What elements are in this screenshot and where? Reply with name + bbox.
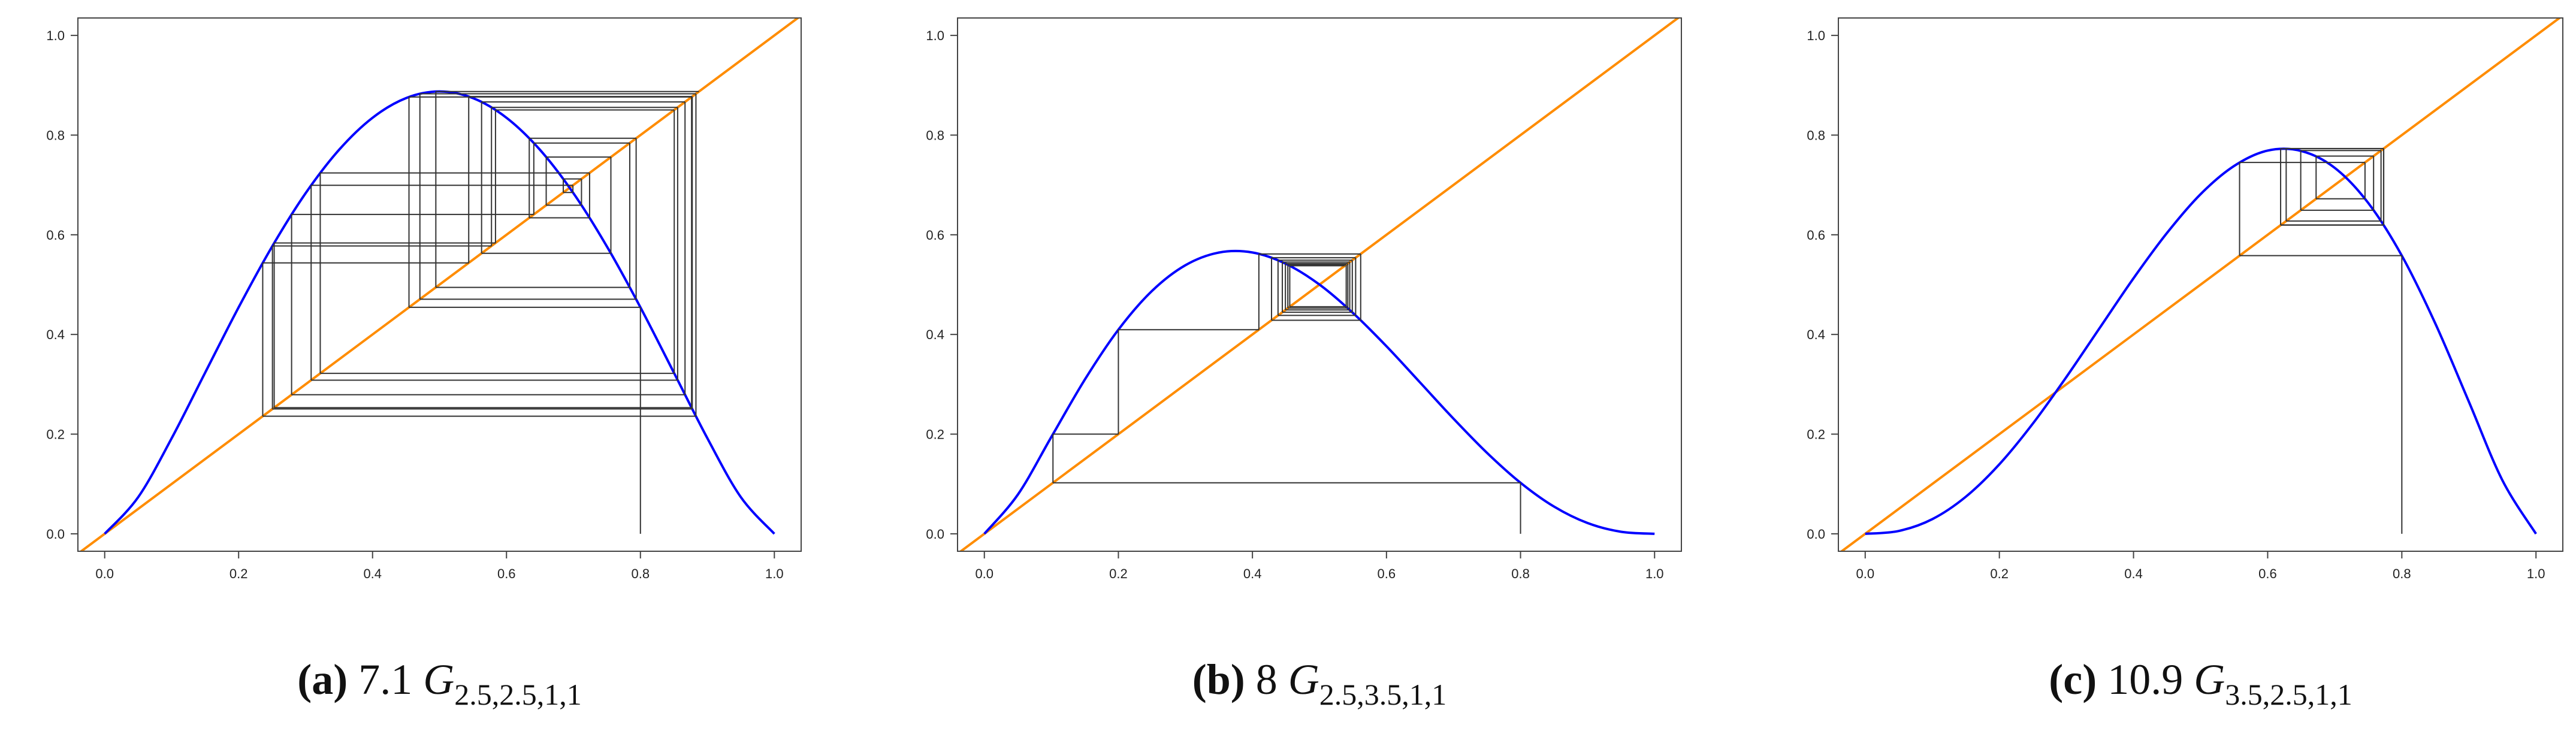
x-tick-label: 0.8 (1511, 566, 1530, 581)
caption-subscript: 2.5,2.5,1,1 (454, 678, 582, 711)
plot-frame (77, 17, 802, 552)
y-tick-label: 0.2 (46, 427, 65, 442)
x-tick-label: 0.2 (229, 566, 248, 581)
x-tick-label: 1.0 (765, 566, 784, 581)
caption: (a) 7.1 G2.5,2.5,1,1 (297, 656, 581, 711)
x-tick-label: 0.2 (1990, 566, 2009, 581)
x-tick-label: 0.6 (1378, 566, 1396, 581)
plot-frame (957, 17, 1682, 552)
y-tick-label: 0.6 (46, 228, 65, 243)
caption-subscript: 3.5,2.5,1,1 (2225, 678, 2352, 711)
plot-frame (1838, 17, 2563, 552)
y-tick-label: 0.0 (1807, 527, 1825, 542)
caption-label: (a) (297, 656, 348, 703)
caption: (c) 10.9 G3.5,2.5,1,1 (2049, 656, 2352, 711)
diagonal (1840, 18, 2562, 551)
y-tick-label: 0.6 (926, 228, 944, 243)
y-tick-label: 0.8 (926, 128, 944, 143)
y-tick-label: 1.0 (46, 28, 65, 43)
y-tick-label: 0.4 (1807, 327, 1825, 342)
y-tick-label: 0.0 (46, 527, 65, 542)
x-tick-label: 0.4 (363, 566, 382, 581)
map-curve (1865, 147, 2537, 535)
y-tick-label: 0.8 (46, 128, 65, 143)
y-tick-label: 0.8 (1807, 128, 1825, 143)
caption-value: 8 (1256, 656, 1278, 703)
y-tick-label: 0.0 (926, 527, 944, 542)
x-tick-label: 0.8 (631, 566, 650, 581)
panel: 0.0 0.2 0.4 0.6 0.8 1.0 0.0 0.2 0.4 0.6 0.8 1.0 (b) 8… (926, 17, 1682, 711)
plot-area (1840, 18, 2562, 551)
caption-symbol: G (1288, 656, 1319, 703)
caption: (b) 8 G2.5,3.5,1,1 (1192, 656, 1447, 711)
y-tick-label: 1.0 (926, 28, 944, 43)
x-tick-label: 0.0 (975, 566, 993, 581)
panel: 0.0 0.2 0.4 0.6 0.8 1.0 0.0 0.2 0.4 0.6 0.8 1.0 (c) 1… (1807, 17, 2563, 711)
y-tick-label: 1.0 (1807, 28, 1825, 43)
caption-label: (b) (1192, 656, 1245, 703)
y-tick-label: 0.4 (926, 327, 944, 342)
x-tick-label: 0.4 (2124, 566, 2143, 581)
caption-value: 10.9 (2107, 656, 2183, 703)
diagonal (79, 18, 800, 551)
x-tick-label: 1.0 (1645, 566, 1664, 581)
x-tick-label: 0.0 (95, 566, 114, 581)
caption-subscript: 2.5,3.5,1,1 (1319, 678, 1447, 711)
x-tick-label: 0.0 (1856, 566, 1874, 581)
caption-value: 7.1 (358, 656, 412, 703)
caption-symbol: G (2194, 656, 2225, 703)
map-curve (983, 249, 1655, 535)
caption-symbol: G (423, 656, 454, 703)
y-tick-label: 0.6 (1807, 228, 1825, 243)
y-tick-label: 0.2 (1807, 427, 1825, 442)
y-tick-label: 0.4 (46, 327, 65, 342)
panel: 0.0 0.2 0.4 0.6 0.8 1.0 0.0 0.2 0.4 0.6 0.8 1.0 (a) 7… (46, 17, 802, 711)
plot-area (79, 18, 800, 551)
x-tick-label: 0.6 (2258, 566, 2277, 581)
x-tick-label: 0.8 (2393, 566, 2411, 581)
x-tick-label: 0.6 (497, 566, 516, 581)
y-tick-label: 0.2 (926, 427, 944, 442)
x-tick-label: 1.0 (2527, 566, 2545, 581)
x-tick-label: 0.2 (1109, 566, 1128, 581)
caption-label: (c) (2049, 656, 2097, 703)
plot-area (959, 18, 1680, 551)
x-tick-label: 0.4 (1243, 566, 1262, 581)
